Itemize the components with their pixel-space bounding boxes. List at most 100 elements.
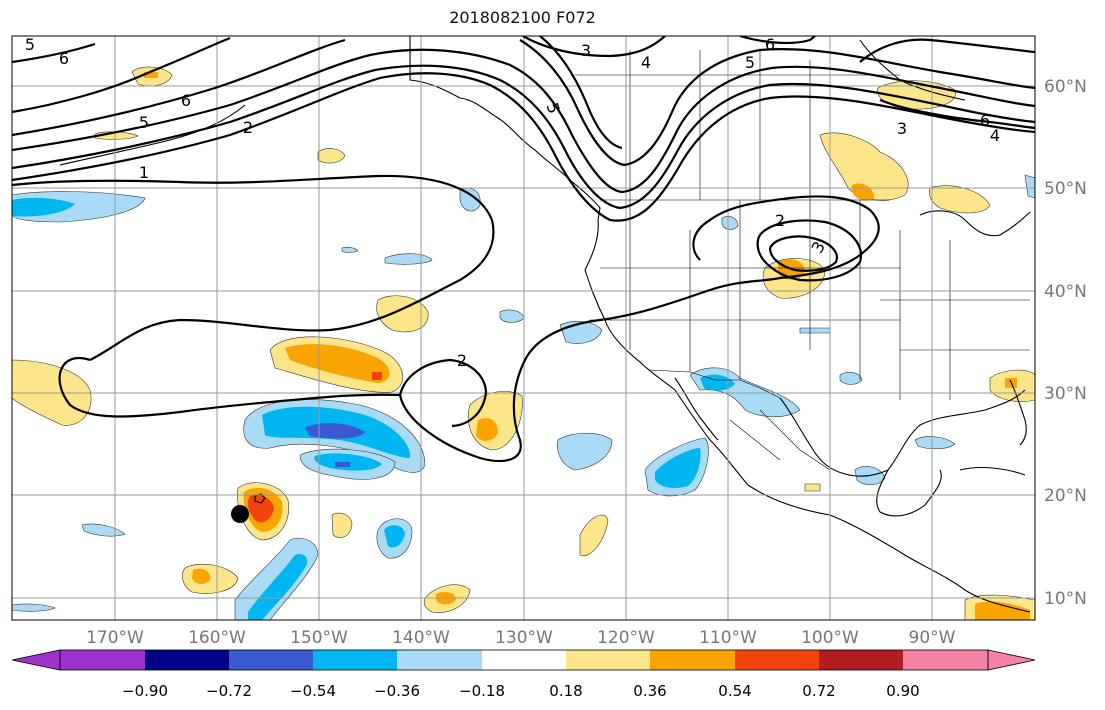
colorbar-tick-labels: −0.90 −0.72 −0.54 −0.36 −0.18 0.18 0.36 … xyxy=(122,682,920,700)
anomaly-area xyxy=(1024,174,1035,199)
colorbar-tick: 0.54 xyxy=(718,682,751,700)
contour-label: 3 xyxy=(581,41,591,60)
colorbar-segment xyxy=(819,650,903,670)
contour-line xyxy=(739,36,816,45)
mexico-state-line xyxy=(729,419,781,461)
lon-tick-labels: 170°W 160°W 150°W 140°W 130°W 120°W 110°… xyxy=(86,628,956,648)
contours xyxy=(12,36,1035,462)
location-marker xyxy=(231,505,249,523)
anomaly-area xyxy=(305,423,365,439)
contour-line xyxy=(398,358,488,428)
anomaly-area xyxy=(376,295,429,333)
colorbar-tick: −0.18 xyxy=(459,682,505,700)
colorbar-tick: −0.36 xyxy=(374,682,420,700)
contour-line xyxy=(12,48,1035,194)
lat-tick: 40°N xyxy=(1044,282,1087,302)
colorbar-tick: −0.90 xyxy=(122,682,168,700)
alaska-coast xyxy=(409,36,601,221)
contour-label: 3 xyxy=(897,119,907,138)
graticule xyxy=(12,36,1035,620)
contour-labels: 5 6 3 4 6 5 6 5 2 5 1 2 2 3 3 6 4 xyxy=(25,35,1000,370)
colorbar-segment xyxy=(145,650,229,670)
anomaly-area xyxy=(914,436,956,450)
contour-label: 2 xyxy=(775,211,785,230)
florida-coast xyxy=(1009,379,1027,446)
lon-tick: 110°W xyxy=(699,628,757,648)
anomaly-area xyxy=(975,601,1030,620)
shading-negative xyxy=(12,174,1035,620)
colorbar-segment xyxy=(482,650,566,670)
hawaii-coast xyxy=(254,493,266,504)
contour-label: 6 xyxy=(181,91,191,110)
colorbar-extend-low xyxy=(11,649,61,671)
colorbar-tick: 0.72 xyxy=(802,682,835,700)
contour-line xyxy=(12,36,623,150)
contour-label: 2 xyxy=(457,351,467,370)
contour-label: 6 xyxy=(765,35,775,54)
contour-line xyxy=(756,219,863,282)
contour-label: 6 xyxy=(980,111,990,130)
contour-label: 2 xyxy=(243,118,253,137)
contour-line xyxy=(879,98,1035,130)
lon-tick: 160°W xyxy=(188,628,246,648)
contour-line xyxy=(58,195,880,462)
contour-line xyxy=(12,38,1035,167)
great-lakes-coast xyxy=(919,210,1031,237)
anomaly-area xyxy=(331,512,353,538)
lat-tick: 20°N xyxy=(1044,486,1087,506)
contour-line xyxy=(768,235,838,272)
lon-tick: 140°W xyxy=(392,628,450,648)
anomaly-area xyxy=(372,372,382,380)
coastlines xyxy=(59,36,1031,613)
lon-tick: 120°W xyxy=(597,628,655,648)
cuba-coast xyxy=(959,466,1026,476)
anomaly-area xyxy=(929,185,991,214)
anomaly-area xyxy=(12,197,75,217)
map-frame xyxy=(11,35,1036,621)
colorbar-frame xyxy=(59,649,989,671)
aleutian-chain xyxy=(59,104,246,166)
contour-line xyxy=(12,174,495,361)
lon-tick: 90°W xyxy=(909,628,956,648)
baja-california xyxy=(674,377,719,441)
anomaly-area xyxy=(12,603,56,612)
contour-line xyxy=(12,72,1035,222)
anomaly-area xyxy=(247,494,274,523)
anomaly-area xyxy=(248,554,308,620)
contour-line xyxy=(522,36,666,58)
lat-tick: 60°N xyxy=(1044,77,1087,97)
anomaly-area xyxy=(192,568,211,584)
contour-line xyxy=(12,64,1035,210)
borders xyxy=(575,50,1030,471)
lat-tick: 10°N xyxy=(1044,589,1087,609)
colorbar-segment xyxy=(735,650,819,670)
contour-label: 5 xyxy=(745,53,755,72)
mexico-state-line xyxy=(759,409,831,471)
colorbar-segment xyxy=(903,650,988,670)
contour-label: 4 xyxy=(641,53,651,72)
anomaly-area xyxy=(799,327,831,334)
colorbar-segment xyxy=(229,650,313,670)
colorbar-tick: −0.72 xyxy=(206,682,252,700)
contour-label: 6 xyxy=(59,49,69,68)
colorbar-extend-high xyxy=(987,649,1036,671)
contour-label: 1 xyxy=(139,163,149,182)
anomaly-area xyxy=(335,462,350,467)
contour-line xyxy=(12,42,96,64)
colorbar-segment xyxy=(60,650,145,670)
contour-label: 5 xyxy=(139,113,149,132)
colorbar xyxy=(11,649,1036,671)
lon-tick: 150°W xyxy=(290,628,348,648)
anomaly-area xyxy=(721,216,739,230)
map-content: 5 6 3 4 6 5 6 5 2 5 1 2 2 3 3 6 4 xyxy=(12,35,1035,620)
colorbar-segment xyxy=(397,650,482,670)
anomaly-area xyxy=(579,514,609,557)
anomaly-area xyxy=(557,432,613,471)
anomaly-area xyxy=(285,344,390,383)
contour-label: 4 xyxy=(990,126,1000,145)
lat-tick: 50°N xyxy=(1044,179,1087,199)
colorbar-segment xyxy=(650,650,735,670)
mexico-central-america-coast xyxy=(747,484,1031,613)
anomaly-area xyxy=(655,448,701,488)
